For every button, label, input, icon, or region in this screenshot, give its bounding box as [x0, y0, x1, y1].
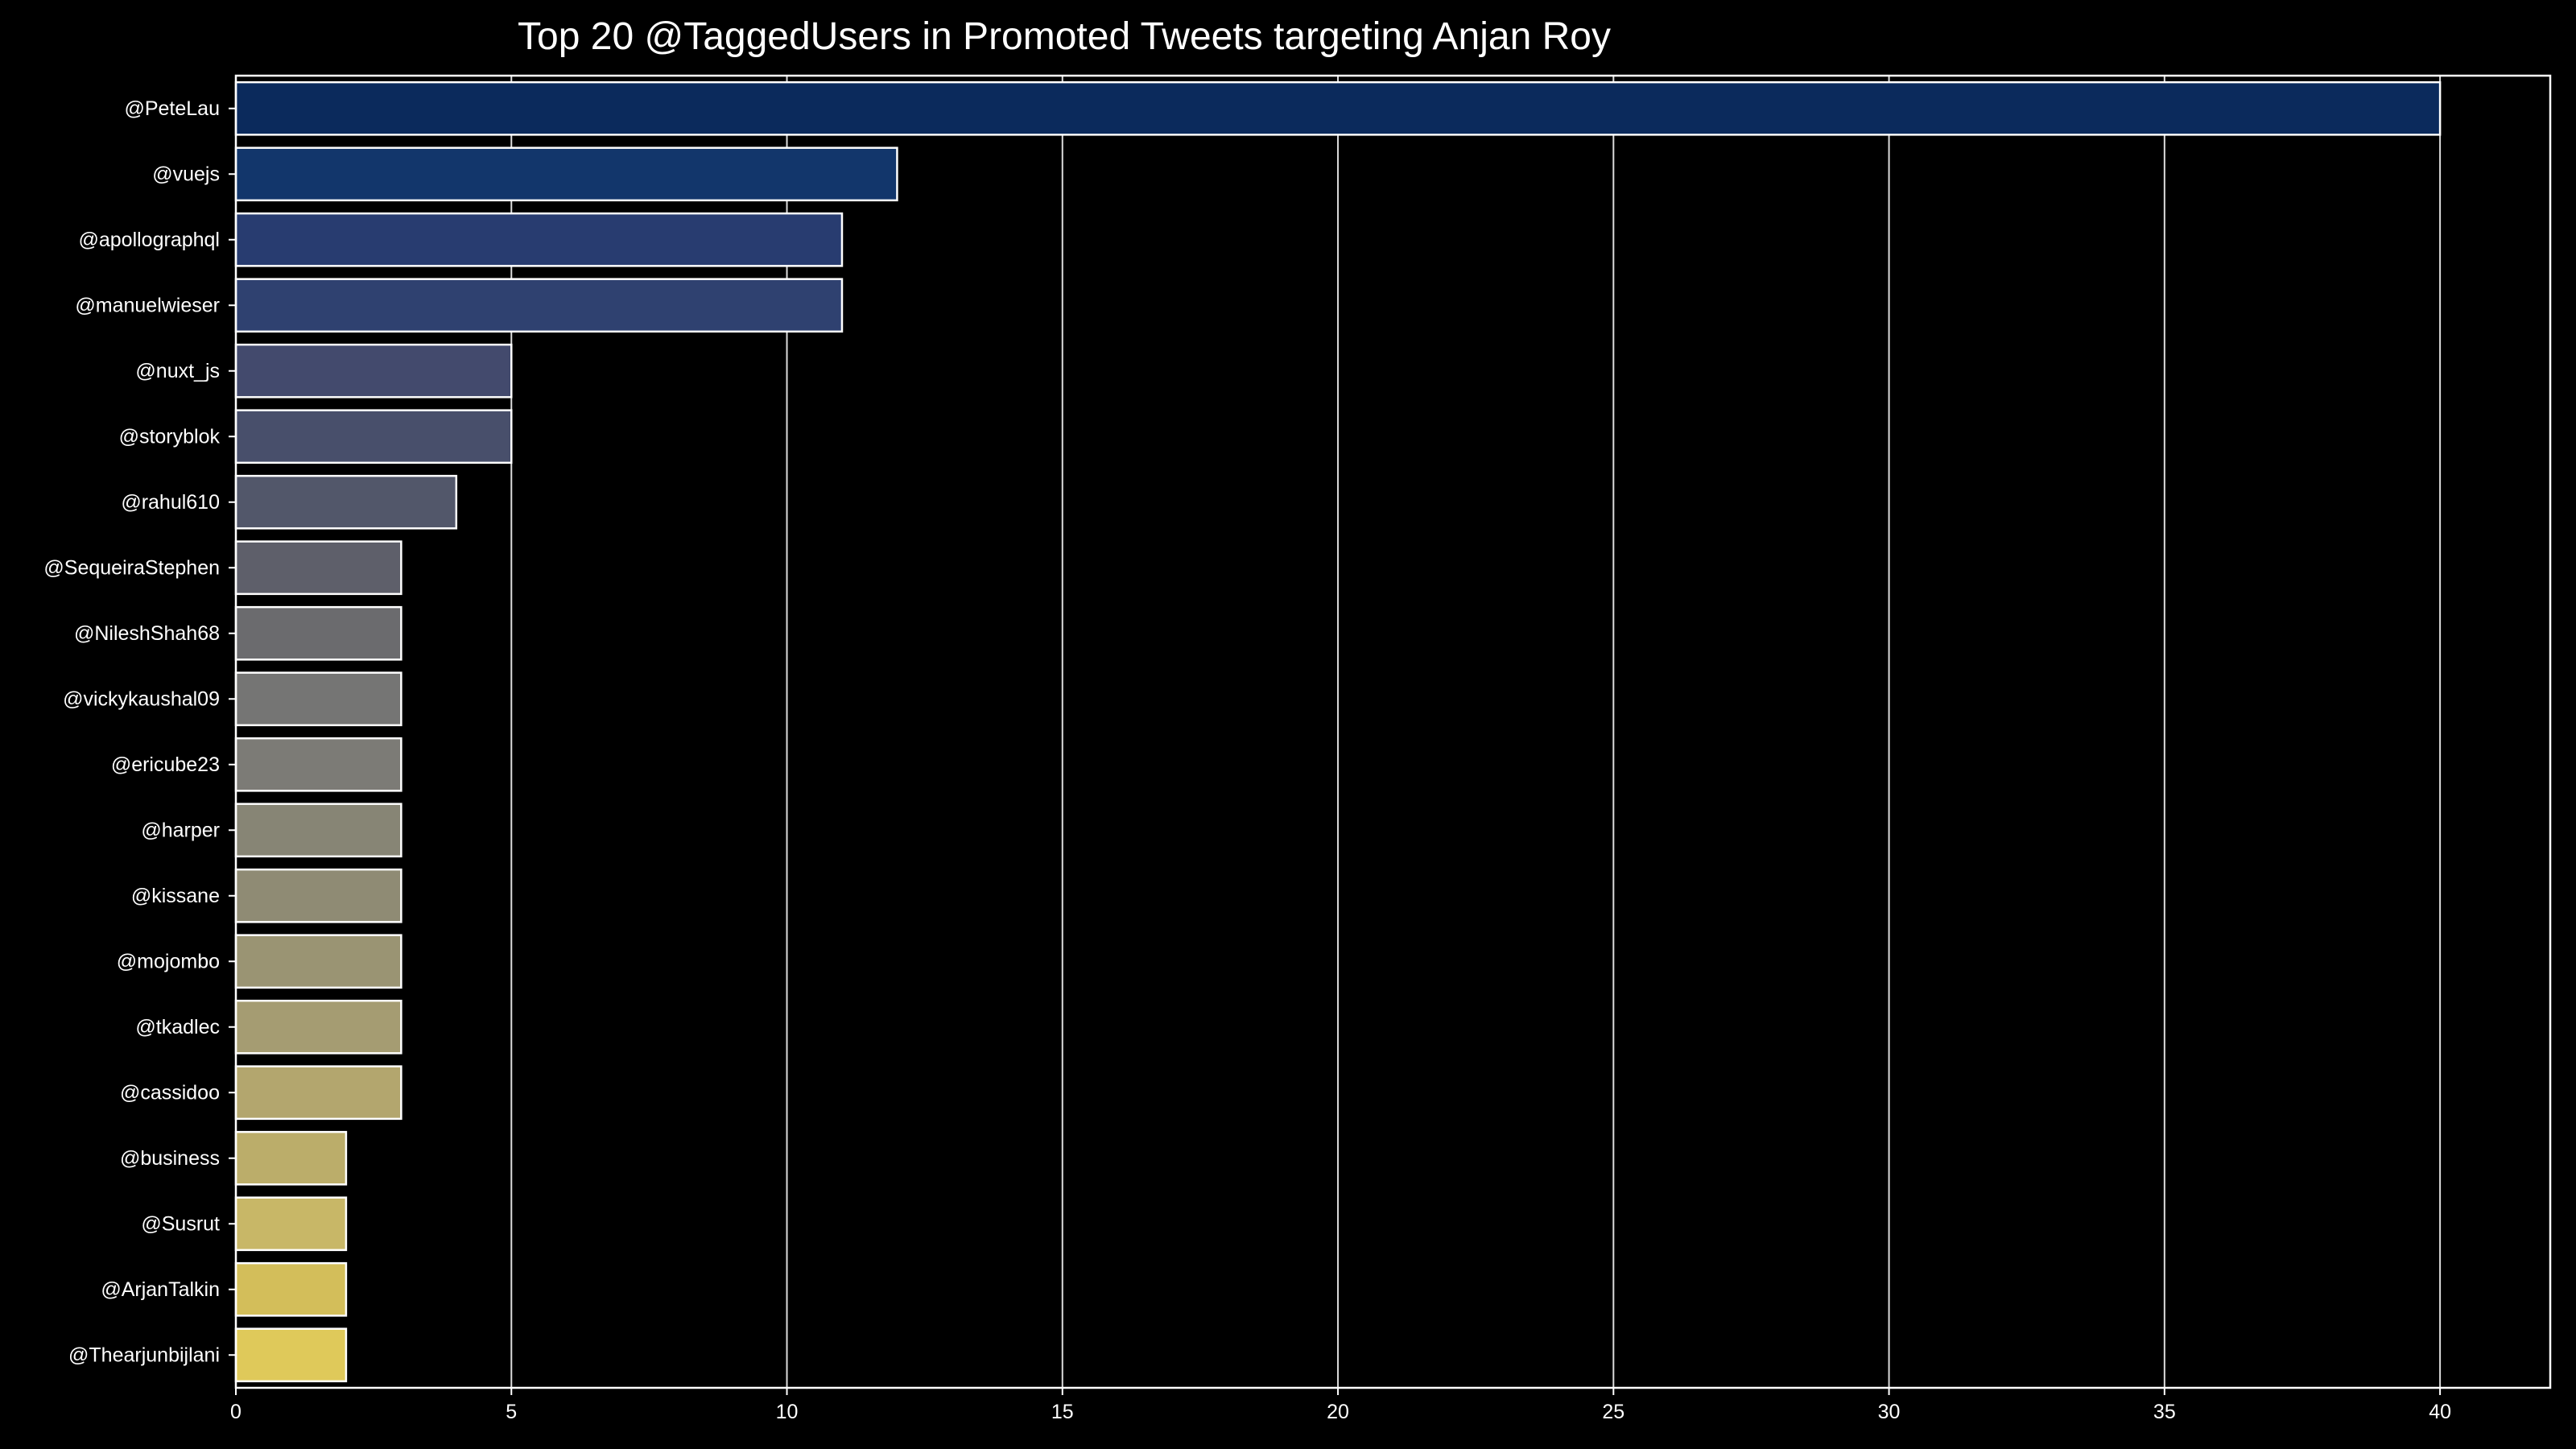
bar-4: [234, 343, 513, 398]
x-tick-label-6: 30: [1878, 1401, 1901, 1423]
bar-18: [234, 1261, 348, 1317]
bar-16: [234, 1130, 348, 1186]
y-tick-label-11: @harper: [141, 819, 220, 841]
bar-19: [234, 1327, 348, 1383]
bar-2: [234, 212, 844, 267]
y-tick-label-5: @storyblok: [119, 425, 221, 448]
bar-9: [234, 671, 402, 727]
bar-12: [234, 868, 402, 923]
y-tick-label-12: @kissane: [131, 885, 220, 907]
x-tick-label-4: 20: [1327, 1401, 1349, 1423]
bar-5: [234, 409, 513, 464]
bar-14: [234, 999, 402, 1055]
x-tick-label-5: 25: [1602, 1401, 1624, 1423]
y-tick-label-4: @nuxt_js: [135, 360, 220, 382]
y-tick-label-10: @ericube23: [111, 753, 220, 776]
bar-13: [234, 934, 402, 989]
x-tick-label-7: 35: [2153, 1401, 2176, 1423]
bar-15: [234, 1065, 402, 1121]
bar-3: [234, 278, 844, 333]
bar-11: [234, 803, 402, 858]
y-tick-label-8: @NileshShah68: [74, 622, 220, 645]
y-tick-label-3: @manuelwieser: [75, 294, 220, 316]
x-tick-label-0: 0: [230, 1401, 242, 1423]
y-tick-label-9: @vickykaushal09: [63, 687, 220, 710]
y-tick-label-19: @Thearjunbijlani: [68, 1344, 220, 1366]
bars: [234, 80, 2442, 1383]
y-tick-label-2: @apollographql: [78, 229, 220, 251]
x-tick-labels: 0 5 10 15 20 25 30 35 40: [230, 1388, 2451, 1423]
bar-0: [234, 80, 2442, 136]
y-tick-label-15: @cassidoo: [120, 1081, 220, 1104]
bar-1: [234, 147, 898, 202]
x-tick-label-1: 5: [506, 1401, 517, 1423]
axes-frame: [234, 74, 2552, 1389]
bar-7: [234, 540, 402, 596]
x-tick-label-3: 15: [1051, 1401, 1074, 1423]
y-tick-label-6: @rahul610: [121, 491, 220, 514]
y-tick-label-14: @tkadlec: [135, 1016, 220, 1038]
bar-8: [234, 605, 402, 661]
y-tick-label-18: @ArjanTalkin: [101, 1278, 220, 1301]
y-tick-label-7: @SequeiraStephen: [43, 556, 220, 579]
bar-17: [234, 1196, 348, 1252]
x-tick-label-8: 40: [2429, 1401, 2451, 1423]
y-tick-label-17: @Susrut: [141, 1212, 220, 1235]
y-tick-label-1: @vuejs: [152, 163, 220, 185]
y-tick-label-16: @business: [120, 1147, 220, 1170]
bar-10: [234, 737, 402, 792]
grid-lines: [235, 76, 2442, 1388]
y-tick-label-13: @mojombo: [117, 950, 220, 972]
chart-title: Top 20 @TaggedUsers in Promoted Tweets t…: [518, 15, 1611, 58]
y-tick-label-0: @PeteLau: [124, 97, 220, 120]
x-tick-label-2: 10: [776, 1401, 799, 1423]
y-tick-labels: @PeteLau @vuejs @apollographql @manuelwiese…: [43, 97, 236, 1366]
bar-6: [234, 474, 458, 530]
